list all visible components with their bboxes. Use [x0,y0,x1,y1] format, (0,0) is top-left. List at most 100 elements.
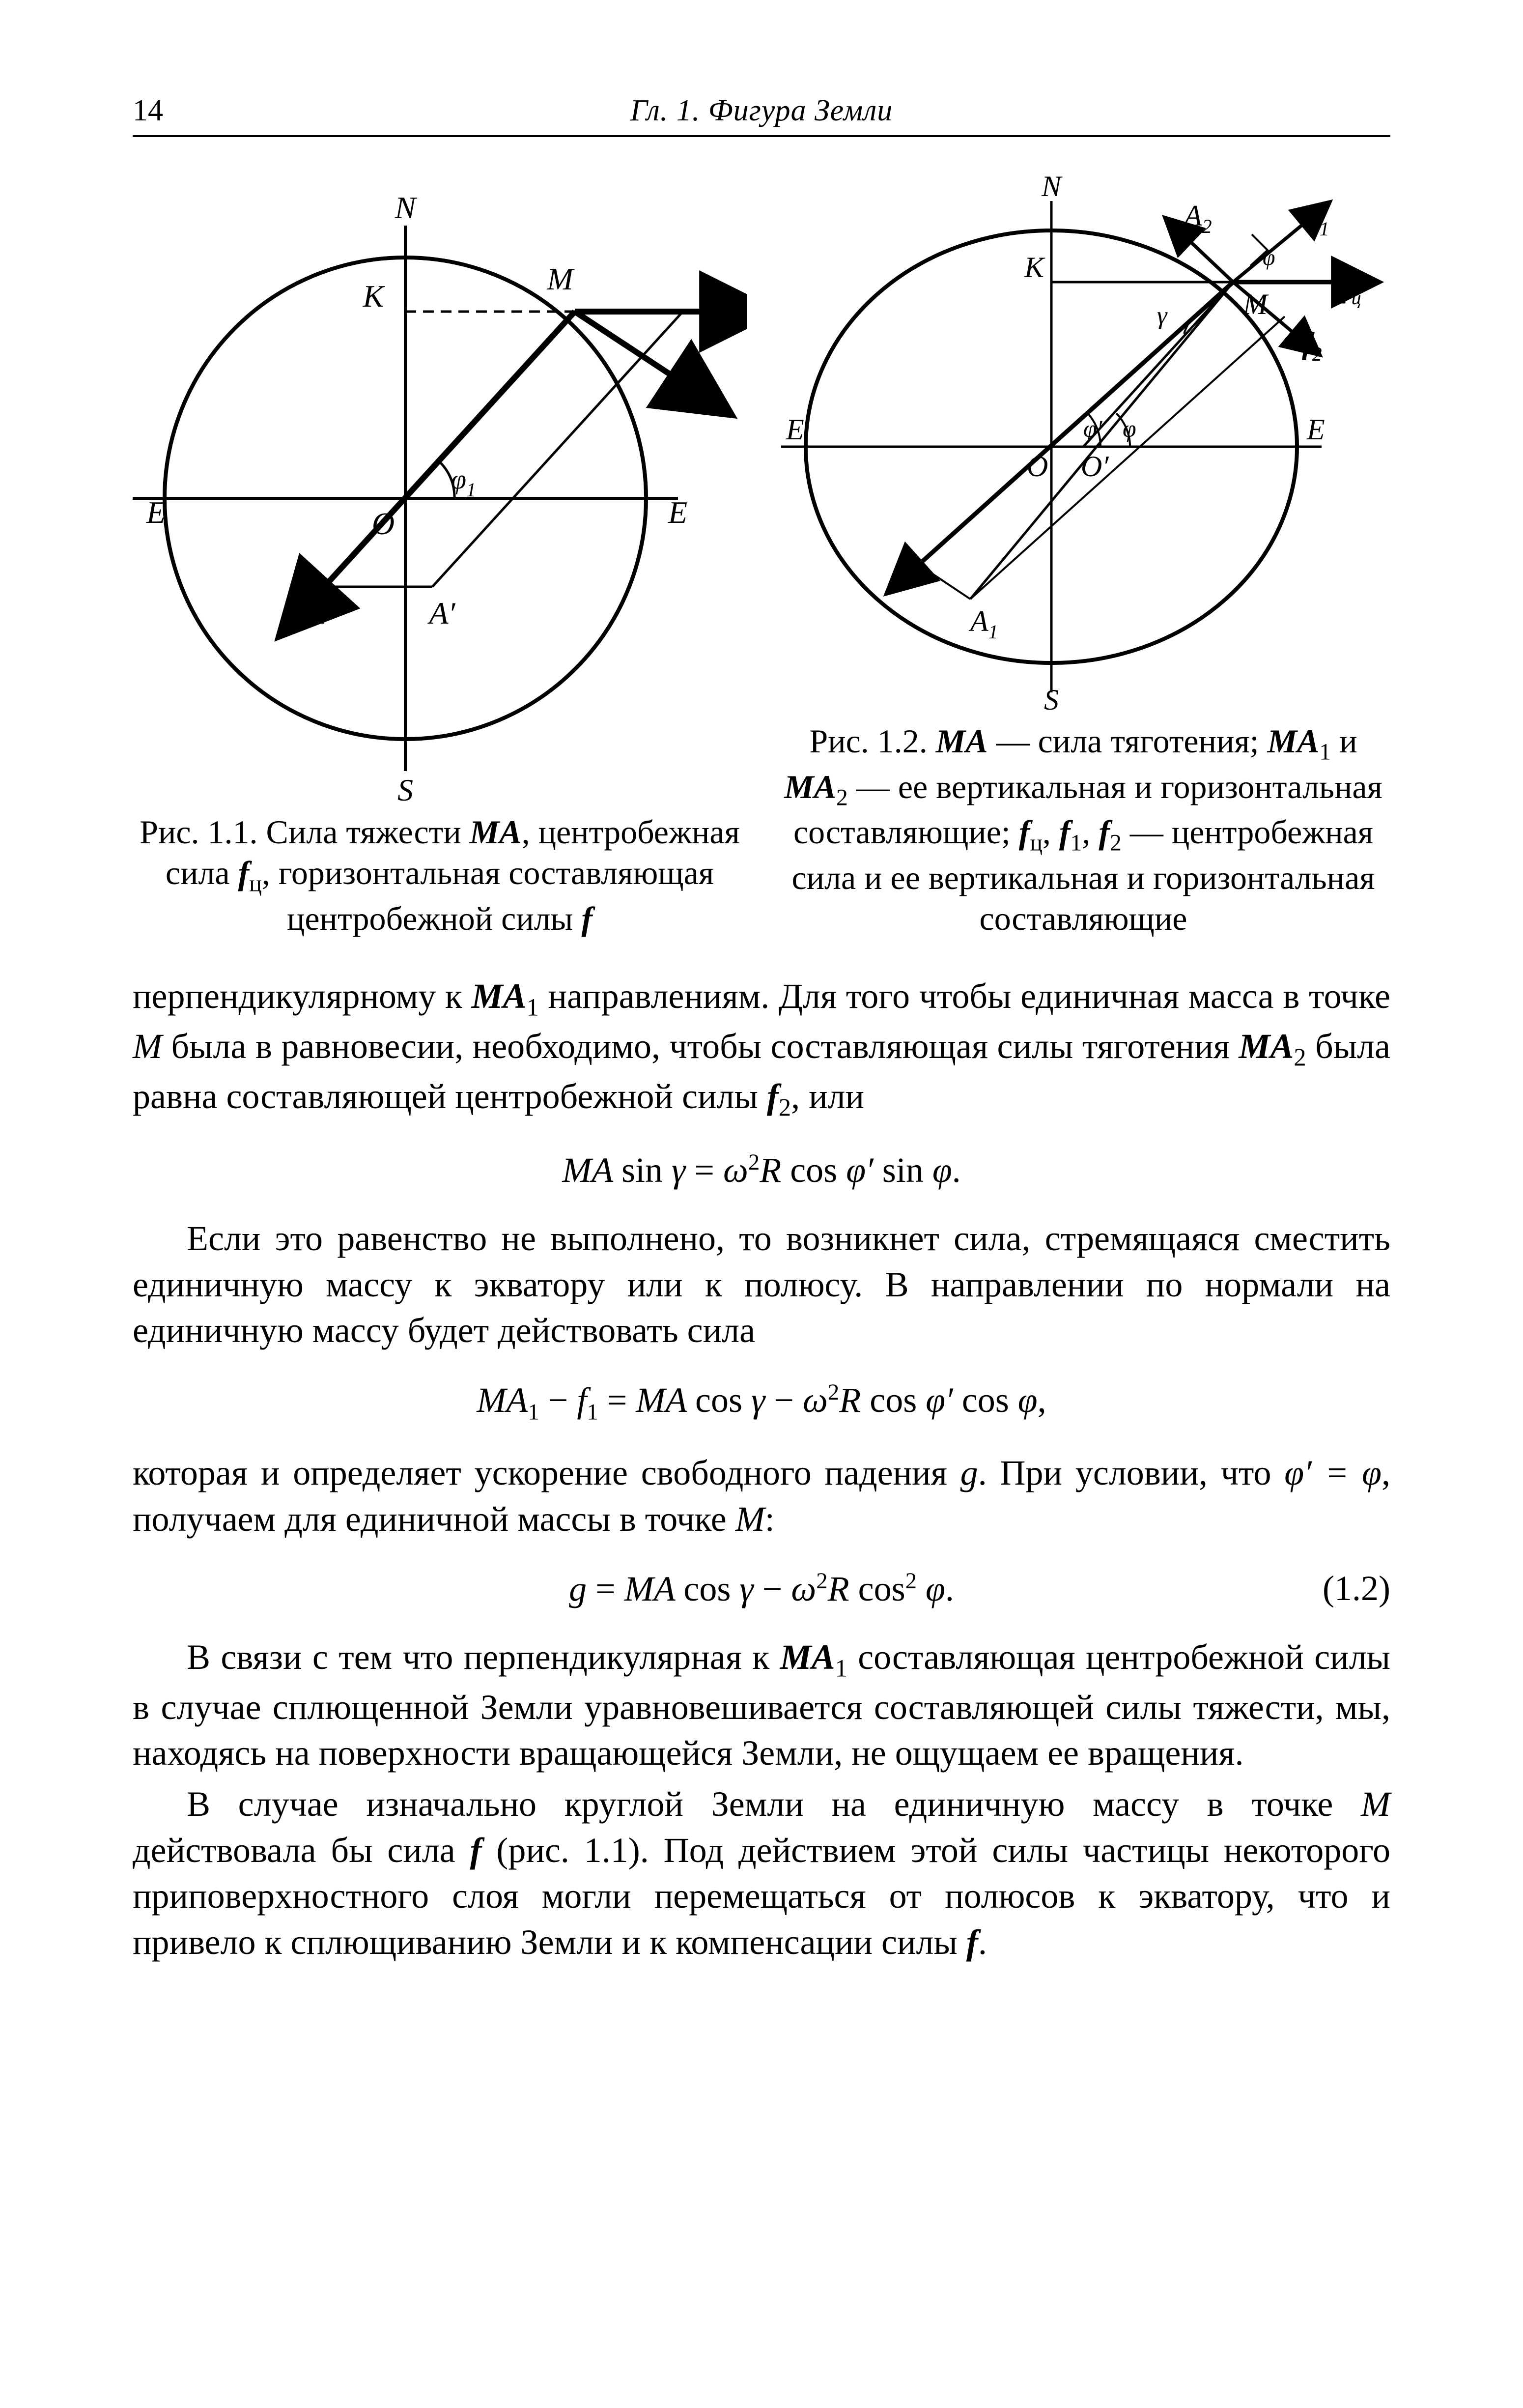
p1-s2b: 2 [779,1093,791,1121]
vector-ma-2 [919,282,1233,565]
label-N-2: N [1041,172,1063,202]
fig2-tsub: ц [1030,831,1042,856]
p1-a: перпендикулярному к [133,976,472,1016]
para-2: Если это равенство не выполнено, то возн… [133,1216,1390,1354]
chapter-title: Гл. 1. Фигура Земли [630,93,893,128]
fig2-MA: MA [936,722,988,760]
fig2-t2: и [1331,722,1357,760]
p1-f2: f [767,1077,779,1116]
p1-b: направлениям. Для того чтобы единичная м… [539,976,1390,1016]
p1-s1: 1 [527,993,539,1021]
p3-g: g [960,1453,978,1492]
equation-3-number: (1.2) [1323,1567,1390,1609]
page-number: 14 [133,93,163,128]
fig2-MA2: MA [784,768,836,805]
figure-1-1-svg: N S E E K M O A A′ fц f φ1 [133,184,747,803]
fig2-t4: , [1043,813,1059,851]
label-O-2: O [1027,450,1048,483]
label-O: O [372,506,395,541]
fig2-label: Рис. 1.2. [809,722,927,760]
p1-M: M [133,1027,162,1066]
label-S-2: S [1044,684,1059,712]
header-rule [133,135,1390,137]
fig1-fts: f [238,854,250,891]
vector-ma2 [1189,240,1233,282]
fig2-f2: f [1099,813,1110,851]
label-M-2: M [1242,288,1269,320]
fig1-ts: ц [249,871,261,897]
fig2-s1b: 1 [1071,831,1082,856]
fig2-s1: 1 [1319,740,1331,765]
para-5: В случае изначально круглой Земли на еди… [133,1781,1390,1965]
label-A-2: A [895,544,915,576]
fig1-f: f [581,900,592,937]
p1-MA2: MA [1239,1027,1294,1066]
body-text: перпендикулярному к MA1 направлениям. Дл… [133,974,1390,1965]
equation-3: g = MA cos γ − ω2R cos2 φ. (1.2) [133,1567,1390,1610]
fig1-t3: , горизонтальная составляющая центробежн… [262,854,714,937]
label-f-ts: fц [705,298,727,340]
figure-1-1-caption: Рис. 1.1. Сила тяжести MA, центробежная … [135,812,744,939]
p5-f: f [470,1831,482,1870]
fig2-s2: 2 [836,785,848,810]
p1-e: , или [791,1077,864,1116]
fig2-t1: — сила тяготения; [988,722,1268,760]
para-4: В связи с тем что перпендикулярная к MA1… [133,1634,1390,1777]
p3-a: которая и определяет ускорение свободног… [133,1453,960,1492]
p1-c: была в равновесии, необходимо, чтобы сос… [162,1027,1239,1066]
label-M: M [546,261,575,296]
para-diag [432,312,683,587]
label-f1-2: f1 [1309,201,1329,240]
label-K-2: K [1024,251,1045,284]
p3-M: M [735,1499,765,1539]
equation-2: MA1 − f1 = MA cos γ − ω2R cos φ′ cos φ, [133,1378,1390,1426]
equation-1: MA sin γ = ω2R cos φ′ sin φ. [133,1148,1390,1191]
label-A1: A1 [968,605,998,643]
fig1-MA: MA [470,813,522,851]
label-phip: φ′ [1083,415,1103,442]
para-3: которая и определяет ускорение свободног… [133,1450,1390,1542]
label-N: N [395,190,418,225]
page: 14 Гл. 1. Фигура Земли 14 [0,0,1523,2408]
p4-MA1: MA [780,1637,835,1677]
figure-1-2: N S E E K M O O′ A A1 A2 f1 fц f2 γ φ′ φ… [776,172,1390,939]
rect-a2 [970,316,1285,599]
p4-a: В связи с тем что перпендикулярная к [187,1637,780,1677]
label-A2: A2 [1182,200,1212,237]
label-fts-2: fц [1341,270,1361,309]
label-Ap: A′ [427,596,455,631]
p3-c: φ′ = φ [1284,1453,1382,1492]
figure-1-2-caption: Рис. 1.2. MA — сила тяготения; MA1 и MA2… [776,721,1390,939]
label-E2: E [668,495,687,530]
label-A: A [303,596,324,631]
label-phi: φ [1123,415,1136,442]
fig2-s2b: 2 [1110,831,1122,856]
fig2-t5: , [1082,813,1099,851]
label-E: E [146,495,166,530]
p5-M: M [1361,1784,1390,1824]
label-gamma: γ [1157,302,1168,330]
p5-f2: f [966,1922,978,1962]
p1-s2: 2 [1294,1043,1306,1071]
figure-1-2-svg: N S E E K M O O′ A A1 A2 f1 fц f2 γ φ′ φ… [776,172,1390,712]
fig1-t1: Сила тяжести [266,813,470,851]
radius-om [405,312,575,498]
rect-a1 [919,565,970,599]
label-E-2: E [786,413,804,446]
fig2-MA1: MA [1268,722,1320,760]
fig2-fts: f [1019,813,1030,851]
p5-b: действовала бы сила [133,1831,470,1870]
label-f2-2: f2 [1302,327,1322,365]
fig1-label: Рис. 1.1. [140,813,257,851]
p4-s1: 1 [835,1654,847,1682]
label-phi-top: φ [1263,245,1275,270]
p3-b: . При условии, что [978,1453,1285,1492]
p5-a: В случае изначально круглой Земли на еди… [187,1784,1361,1824]
label-K: K [363,279,386,314]
fig2-f1: f [1059,813,1071,851]
p1-MA1: MA [472,976,527,1016]
p3-e: : [765,1499,775,1539]
label-S: S [397,773,413,803]
label-f: f [680,367,694,402]
para-1: перпендикулярному к MA1 направлениям. Дл… [133,974,1390,1124]
